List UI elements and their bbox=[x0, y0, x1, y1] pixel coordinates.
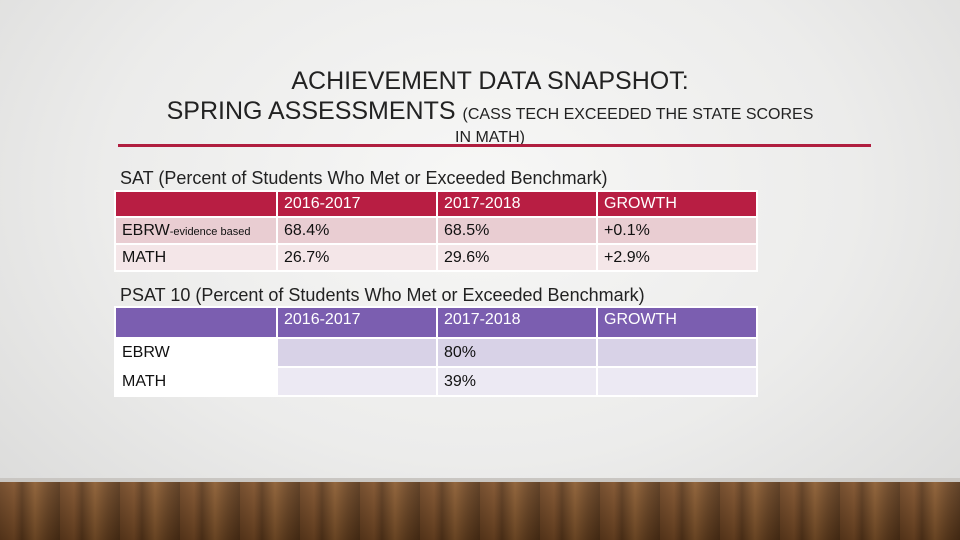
psat-header-row: 2016-2017 2017-2018 GROWTH bbox=[114, 306, 758, 339]
psat-header-year2: 2017-2018 bbox=[436, 306, 598, 339]
title-divider bbox=[118, 144, 871, 147]
psat-header-year1: 2016-2017 bbox=[276, 306, 438, 339]
cell-growth bbox=[596, 366, 758, 397]
row-label-main: EBRW bbox=[122, 221, 170, 239]
cell-year1: 68.4% bbox=[276, 216, 438, 245]
table-row: MATH 26.7% 29.6% +2.9% bbox=[114, 243, 758, 272]
cell-year1 bbox=[276, 337, 438, 368]
cell-year2: 80% bbox=[436, 337, 598, 368]
sat-header-growth: GROWTH bbox=[596, 190, 758, 218]
row-label: EBRW bbox=[114, 337, 278, 368]
wood-floor bbox=[0, 482, 960, 540]
cell-year2: 68.5% bbox=[436, 216, 598, 245]
sat-header-blank bbox=[114, 190, 278, 218]
slide-title: ACHIEVEMENT DATA SNAPSHOT: SPRING ASSESS… bbox=[110, 66, 870, 130]
title-note: (CASS TECH EXCEEDED THE STATE SCORES bbox=[462, 106, 814, 123]
title-line-2: SPRING ASSESSMENTS (CASS TECH EXCEEDED T… bbox=[110, 96, 870, 130]
row-label: MATH bbox=[114, 243, 278, 272]
cell-growth bbox=[596, 337, 758, 368]
psat-header-blank bbox=[114, 306, 278, 339]
sat-table: 2016-2017 2017-2018 GROWTH EBRW-evidence… bbox=[114, 190, 758, 272]
row-label: EBRW-evidence based bbox=[114, 216, 278, 245]
psat-caption: PSAT 10 (Percent of Students Who Met or … bbox=[120, 285, 645, 305]
sat-header-year2: 2017-2018 bbox=[436, 190, 598, 218]
title-line-1: ACHIEVEMENT DATA SNAPSHOT: bbox=[291, 67, 689, 95]
table-row: MATH 39% bbox=[114, 366, 758, 397]
psat-header-growth: GROWTH bbox=[596, 306, 758, 339]
title-note-continued: IN MATH) bbox=[455, 129, 525, 146]
table-row: EBRW-evidence based 68.4% 68.5% +0.1% bbox=[114, 216, 758, 245]
title-main: SPRING ASSESSMENTS bbox=[166, 97, 456, 125]
cell-year1 bbox=[276, 366, 438, 397]
baseboard bbox=[0, 478, 960, 483]
cell-growth: +2.9% bbox=[596, 243, 758, 272]
psat-table: 2016-2017 2017-2018 GROWTH EBRW 80% MATH… bbox=[114, 306, 758, 397]
row-label-suffix: -evidence based bbox=[169, 225, 251, 238]
cell-year2: 29.6% bbox=[436, 243, 598, 272]
cell-year2: 39% bbox=[436, 366, 598, 397]
cell-growth: +0.1% bbox=[596, 216, 758, 245]
row-label: MATH bbox=[114, 366, 278, 397]
sat-caption: SAT (Percent of Students Who Met or Exce… bbox=[120, 168, 608, 188]
sat-header-year1: 2016-2017 bbox=[276, 190, 438, 218]
sat-header-row: 2016-2017 2017-2018 GROWTH bbox=[114, 190, 758, 218]
cell-year1: 26.7% bbox=[276, 243, 438, 272]
table-row: EBRW 80% bbox=[114, 337, 758, 368]
